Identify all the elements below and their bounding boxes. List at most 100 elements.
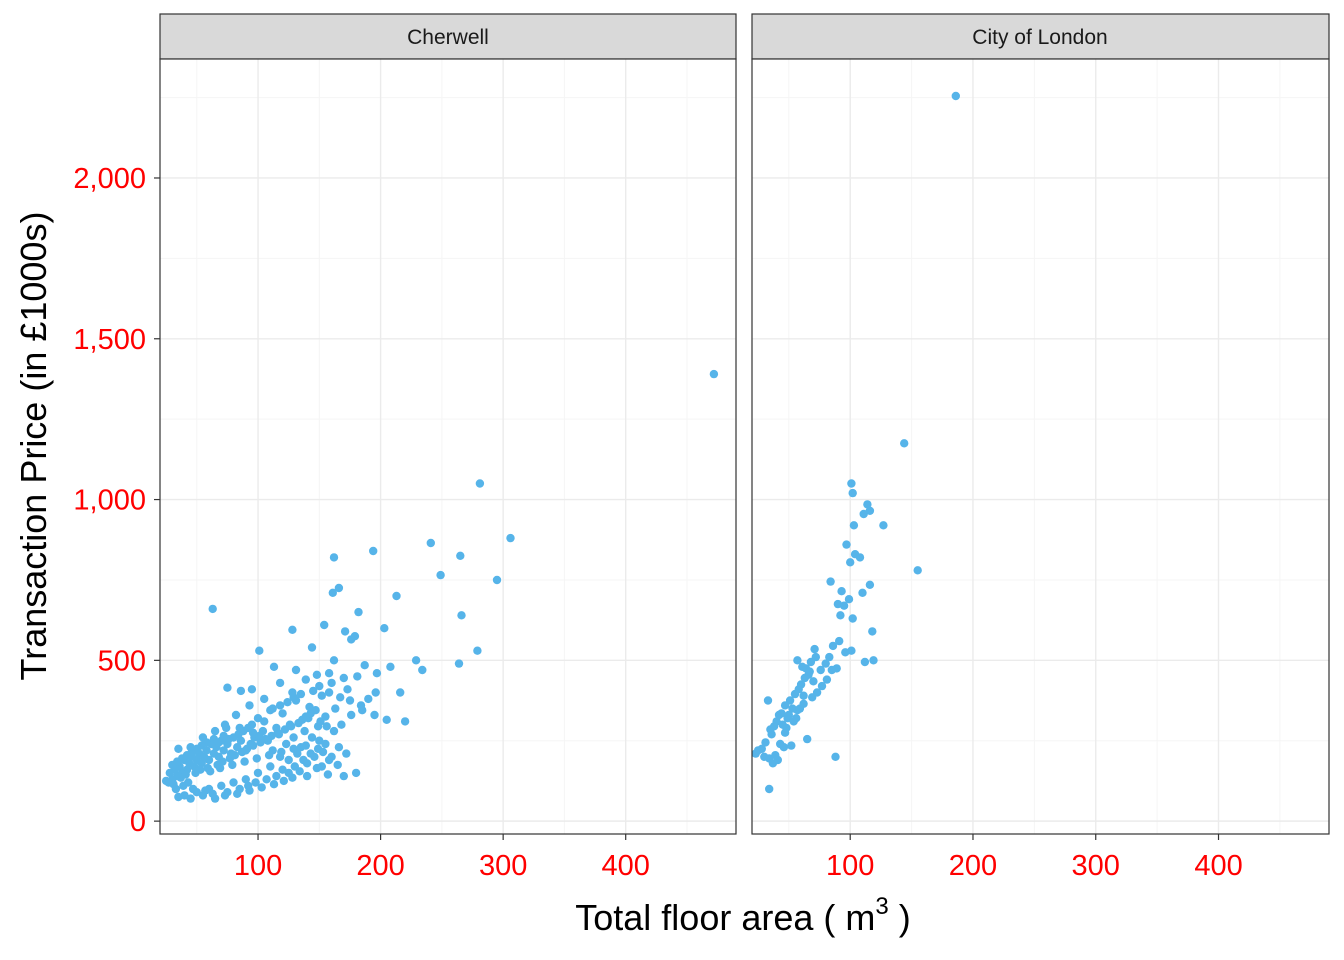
data-point [233,789,242,798]
data-point [228,760,237,770]
data-point [165,768,174,778]
data-point [327,752,336,761]
data-point [245,701,254,710]
data-point [799,699,808,708]
data-point [174,792,183,802]
plot-area-cherwell [160,59,736,834]
data-point [209,734,219,744]
data-point [436,570,445,580]
data-point [836,611,845,620]
x-axis-title-superscript: 3 [875,893,888,920]
data-point [863,500,872,509]
data-point [329,553,339,562]
data-point [266,762,275,771]
data-point [336,693,345,702]
data-point [828,641,838,651]
data-point [371,688,380,697]
data-point [174,744,183,753]
data-point [761,738,770,747]
data-point [264,751,274,760]
data-point [222,723,231,733]
data-point [296,689,306,699]
data-point [299,755,308,765]
y-axis-title: Transaction Price (in £1000s) [13,212,54,681]
data-point [316,717,325,726]
data-point [331,704,340,713]
panel-border-city-of-london [751,58,1330,835]
data-point [816,665,825,675]
data-point [311,706,320,715]
data-point [277,747,286,757]
data-point [793,656,802,665]
data-point [321,739,330,749]
data-point [251,778,260,787]
data-point [789,717,798,726]
data-point [278,709,287,718]
data-point [291,665,301,675]
data-point [457,611,466,620]
y-tick-label: 0 [130,806,146,838]
data-point [821,659,830,668]
grid-city-of-london [752,59,1329,834]
x-tick-label: 300 [1072,850,1120,882]
data-point [822,675,832,684]
data-point [220,791,230,800]
data-point [369,546,378,556]
data-point [272,771,281,781]
data-point [236,736,246,745]
data-point [353,672,362,681]
data-point [848,614,857,623]
data-point [798,662,807,671]
data-point [257,783,266,792]
data-point [300,726,309,736]
data-point [307,643,317,652]
data-point [780,728,790,737]
x-tick-label: 100 [826,850,874,882]
data-point [337,720,346,729]
data-point [339,673,348,683]
data-point [307,733,317,742]
data-point [295,767,304,776]
x-tick-label: 300 [479,850,527,882]
data-point [247,685,257,694]
data-point [454,659,464,668]
panel-border-cherwell [159,58,737,835]
data-point [210,726,220,736]
data-point [269,780,279,789]
data-point [780,701,790,710]
x-axis-title-suffix: ) [889,897,911,938]
panel-city-of-london: City of London [751,13,1330,835]
y-axis: 0 500 1,000 1,500 2,000 [73,163,160,838]
data-point [253,714,263,723]
data-point [186,794,195,803]
x-tick-label: 400 [1194,850,1242,882]
data-point [236,686,246,696]
data-point [260,694,269,704]
data-point [217,781,226,790]
data-point [334,743,344,752]
data-point [869,656,878,665]
data-point [825,652,834,662]
data-point [320,620,329,630]
data-point [868,627,877,636]
data-point [312,670,322,679]
y-tick-label: 1,000 [73,485,146,517]
data-point [218,757,227,766]
points-city-of-london [751,91,960,794]
data-point [206,767,215,776]
strip-cherwell [159,13,737,60]
data-point [245,786,254,795]
data-point [253,768,263,778]
grid-cherwell [160,59,736,834]
data-point [831,752,840,761]
data-point [260,717,269,726]
x-tick-label: 100 [234,850,282,882]
data-point [473,646,482,655]
points-cherwell [161,369,719,803]
data-point [826,577,835,586]
data-point [913,566,922,575]
data-point [269,662,279,671]
data-point [849,521,859,530]
data-point [252,754,261,763]
